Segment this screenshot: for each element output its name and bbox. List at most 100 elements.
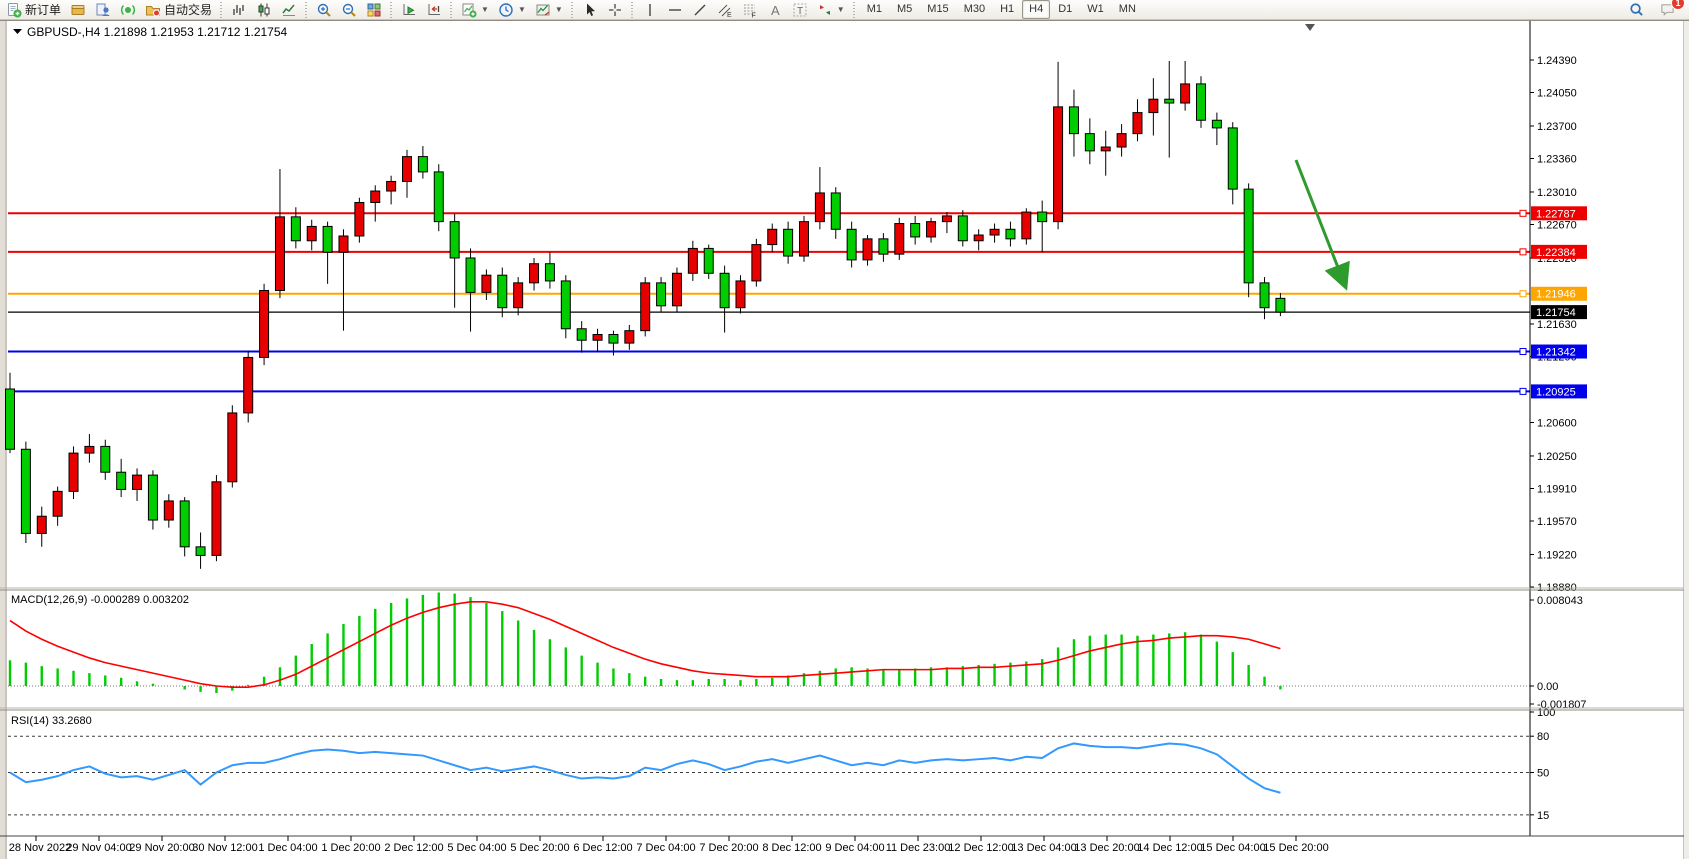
candle bbox=[211, 481, 222, 556]
new-chart-button[interactable]: ▼ bbox=[457, 0, 493, 20]
zoom-out-icon bbox=[342, 3, 356, 17]
price-axis: 1.24390 1.24050 1.23700 1.23360 1.23010 1.226… bbox=[1529, 21, 1587, 836]
vertical-line-button[interactable] bbox=[638, 0, 662, 20]
candle bbox=[640, 282, 651, 332]
svg-text:80: 80 bbox=[1537, 731, 1549, 743]
horizontal-line-button[interactable] bbox=[663, 0, 687, 20]
candle bbox=[1132, 112, 1143, 135]
candle bbox=[671, 272, 682, 307]
svg-text:5 Dec 20:00: 5 Dec 20:00 bbox=[510, 842, 569, 854]
candle bbox=[1148, 98, 1159, 114]
svg-text:F: F bbox=[751, 12, 755, 18]
candle bbox=[910, 223, 921, 238]
timeframe-h4-button[interactable]: H4 bbox=[1022, 0, 1051, 19]
timeframe-d1-button[interactable]: D1 bbox=[1058, 3, 1073, 15]
svg-text:29 Nov 04:00: 29 Nov 04:00 bbox=[66, 842, 131, 854]
candle bbox=[465, 257, 476, 293]
fibonacci-button[interactable]: F bbox=[738, 0, 762, 20]
svg-text:50: 50 bbox=[1537, 768, 1549, 780]
candle bbox=[814, 192, 825, 223]
favorites-button[interactable] bbox=[66, 0, 90, 20]
candle bbox=[576, 328, 587, 341]
template-icon bbox=[536, 4, 550, 15]
zoom-out-button[interactable] bbox=[337, 0, 361, 20]
candle bbox=[862, 238, 873, 261]
trendline-button[interactable] bbox=[688, 0, 712, 20]
svg-text:0.008043: 0.008043 bbox=[1537, 595, 1583, 607]
equidistant-channel-button[interactable]: E bbox=[713, 0, 737, 20]
candle bbox=[878, 238, 889, 255]
candle bbox=[449, 221, 460, 259]
crosshair-button[interactable] bbox=[603, 0, 627, 20]
auto-scroll-button[interactable] bbox=[397, 0, 421, 20]
market-watch-button[interactable] bbox=[91, 0, 115, 20]
svg-text:1.20925: 1.20925 bbox=[1536, 386, 1576, 398]
candle bbox=[846, 228, 857, 261]
signals-button[interactable] bbox=[116, 0, 140, 20]
candle bbox=[1211, 119, 1222, 129]
timeframe-h1-button[interactable]: H1 bbox=[1000, 3, 1015, 15]
candle bbox=[1275, 297, 1286, 313]
fibonacci-icon: F bbox=[743, 4, 756, 18]
toolbar-separator bbox=[449, 1, 455, 18]
bar-chart-button[interactable] bbox=[227, 0, 251, 20]
candle bbox=[1259, 282, 1270, 309]
zoom-in-icon bbox=[317, 3, 331, 17]
line-handle bbox=[1519, 387, 1527, 395]
candle bbox=[687, 247, 698, 274]
svg-text:15 Dec 20:00: 15 Dec 20:00 bbox=[1263, 842, 1328, 854]
symbol-dropdown-icon[interactable] bbox=[13, 29, 22, 34]
main-toolbar: 新订单 自动交易 ▼ ▼ ▼ E F A T ▼ M1 M5 M15 M30 H1 H4 D1 W1 MN 1 bbox=[0, 0, 1689, 20]
candle bbox=[592, 333, 603, 341]
candle bbox=[417, 156, 428, 173]
cursor-button[interactable] bbox=[578, 0, 602, 20]
chevron-down-icon: ▼ bbox=[481, 5, 489, 14]
candle bbox=[259, 289, 270, 358]
new-order-button[interactable]: 新订单 bbox=[2, 0, 65, 20]
svg-text:7 Dec 04:00: 7 Dec 04:00 bbox=[636, 842, 695, 854]
candle bbox=[1196, 83, 1206, 121]
arrows-button[interactable]: ▼ bbox=[813, 0, 849, 20]
templates-button[interactable]: ▼ bbox=[531, 0, 567, 20]
timeframe-m1-button[interactable]: M1 bbox=[866, 3, 882, 15]
timeframe-m30-button[interactable]: M30 bbox=[963, 3, 986, 15]
candle bbox=[799, 221, 809, 257]
zoom-in-button[interactable] bbox=[312, 0, 336, 20]
candlestick-icon bbox=[258, 3, 270, 16]
toolbar-separator bbox=[569, 1, 575, 18]
svg-text:2 Dec 12:00: 2 Dec 12:00 bbox=[384, 842, 443, 854]
candle bbox=[1100, 146, 1111, 152]
timeframe-w1-button[interactable]: W1 bbox=[1087, 3, 1104, 15]
candle bbox=[1243, 188, 1254, 284]
line-chart-button[interactable] bbox=[277, 0, 301, 20]
text-label-button[interactable]: T bbox=[788, 0, 812, 20]
svg-text:T: T bbox=[797, 6, 803, 17]
candle bbox=[116, 471, 127, 490]
text-button[interactable]: A bbox=[763, 0, 787, 20]
notifications-button[interactable]: 1 bbox=[1656, 0, 1685, 20]
svg-text:1.24390: 1.24390 bbox=[1537, 55, 1577, 67]
timeframe-m5-button[interactable]: M5 bbox=[897, 3, 913, 15]
svg-text:12 Dec 12:00: 12 Dec 12:00 bbox=[948, 842, 1013, 854]
svg-text:1.21754: 1.21754 bbox=[1536, 307, 1576, 319]
timeframe-mn-button[interactable]: MN bbox=[1118, 3, 1136, 15]
chart-shift-button[interactable] bbox=[422, 0, 446, 20]
candle bbox=[322, 225, 333, 253]
timeframe-m15-button[interactable]: M15 bbox=[927, 3, 949, 15]
auto-trading-button[interactable]: 自动交易 bbox=[141, 0, 216, 20]
tile-windows-button[interactable] bbox=[362, 0, 386, 20]
search-button[interactable] bbox=[1625, 0, 1648, 20]
bar-chart-icon bbox=[233, 4, 244, 15]
candle bbox=[1053, 106, 1064, 223]
svg-text:1.20600: 1.20600 bbox=[1537, 417, 1577, 429]
candle bbox=[5, 388, 15, 450]
trend-arrow-annotation[interactable] bbox=[1294, 159, 1350, 291]
periods-button[interactable]: ▼ bbox=[494, 0, 530, 20]
candle bbox=[989, 228, 1000, 236]
new-order-button-label: 新订单 bbox=[25, 3, 62, 17]
candlestick-button[interactable] bbox=[252, 0, 276, 20]
svg-text:1.19570: 1.19570 bbox=[1537, 516, 1577, 528]
candle bbox=[68, 452, 79, 492]
